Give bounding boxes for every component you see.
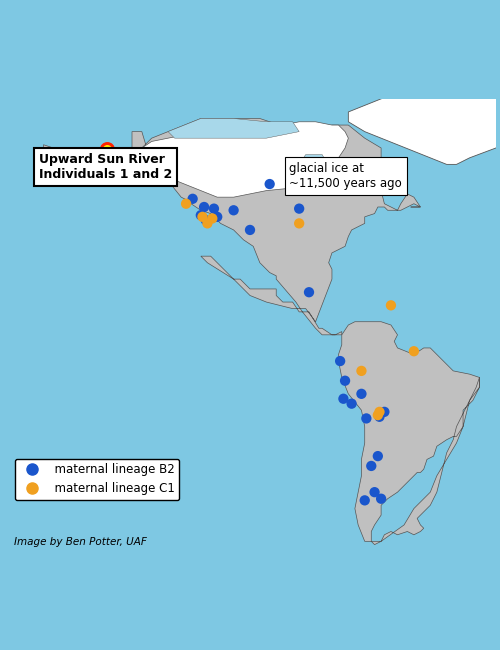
Point	[410, 346, 418, 356]
Point	[380, 407, 388, 417]
Point	[374, 410, 382, 421]
Point	[360, 495, 368, 506]
Point	[295, 203, 303, 214]
Point	[208, 213, 216, 224]
Point	[377, 493, 385, 504]
Polygon shape	[168, 118, 299, 138]
Point	[305, 287, 313, 298]
Point	[200, 202, 208, 212]
Point	[376, 411, 384, 422]
Point	[197, 210, 205, 220]
Point	[210, 203, 218, 214]
Point	[358, 366, 366, 376]
Text: glacial ice at
~11,500 years ago: glacial ice at ~11,500 years ago	[290, 162, 402, 190]
Point	[230, 205, 237, 216]
Point	[340, 393, 347, 404]
Text: Upward Sun River
Individuals 1 and 2: Upward Sun River Individuals 1 and 2	[38, 153, 172, 181]
Point	[202, 215, 210, 226]
Point	[266, 179, 274, 189]
Point	[370, 487, 378, 497]
Legend:   maternal lineage B2,   maternal lineage C1: maternal lineage B2, maternal lineage C1	[15, 459, 179, 500]
Polygon shape	[44, 118, 420, 335]
Point	[341, 376, 349, 386]
Point	[246, 225, 254, 235]
Point	[104, 144, 112, 155]
Point	[198, 212, 206, 222]
Point	[358, 389, 366, 399]
Point	[368, 461, 376, 471]
Polygon shape	[299, 155, 332, 181]
Point	[387, 300, 395, 311]
Point	[104, 144, 112, 155]
Polygon shape	[136, 122, 348, 197]
Point	[213, 212, 221, 222]
Point	[204, 218, 212, 229]
Point	[295, 218, 303, 229]
Text: Image by Ben Potter, UAF: Image by Ben Potter, UAF	[14, 537, 147, 547]
Polygon shape	[338, 322, 480, 545]
Point	[374, 451, 382, 462]
Point	[348, 398, 356, 409]
Point	[362, 413, 370, 424]
Point	[336, 356, 344, 366]
Point	[182, 198, 190, 209]
Point	[376, 407, 384, 417]
Point	[188, 194, 196, 204]
Polygon shape	[348, 86, 500, 164]
